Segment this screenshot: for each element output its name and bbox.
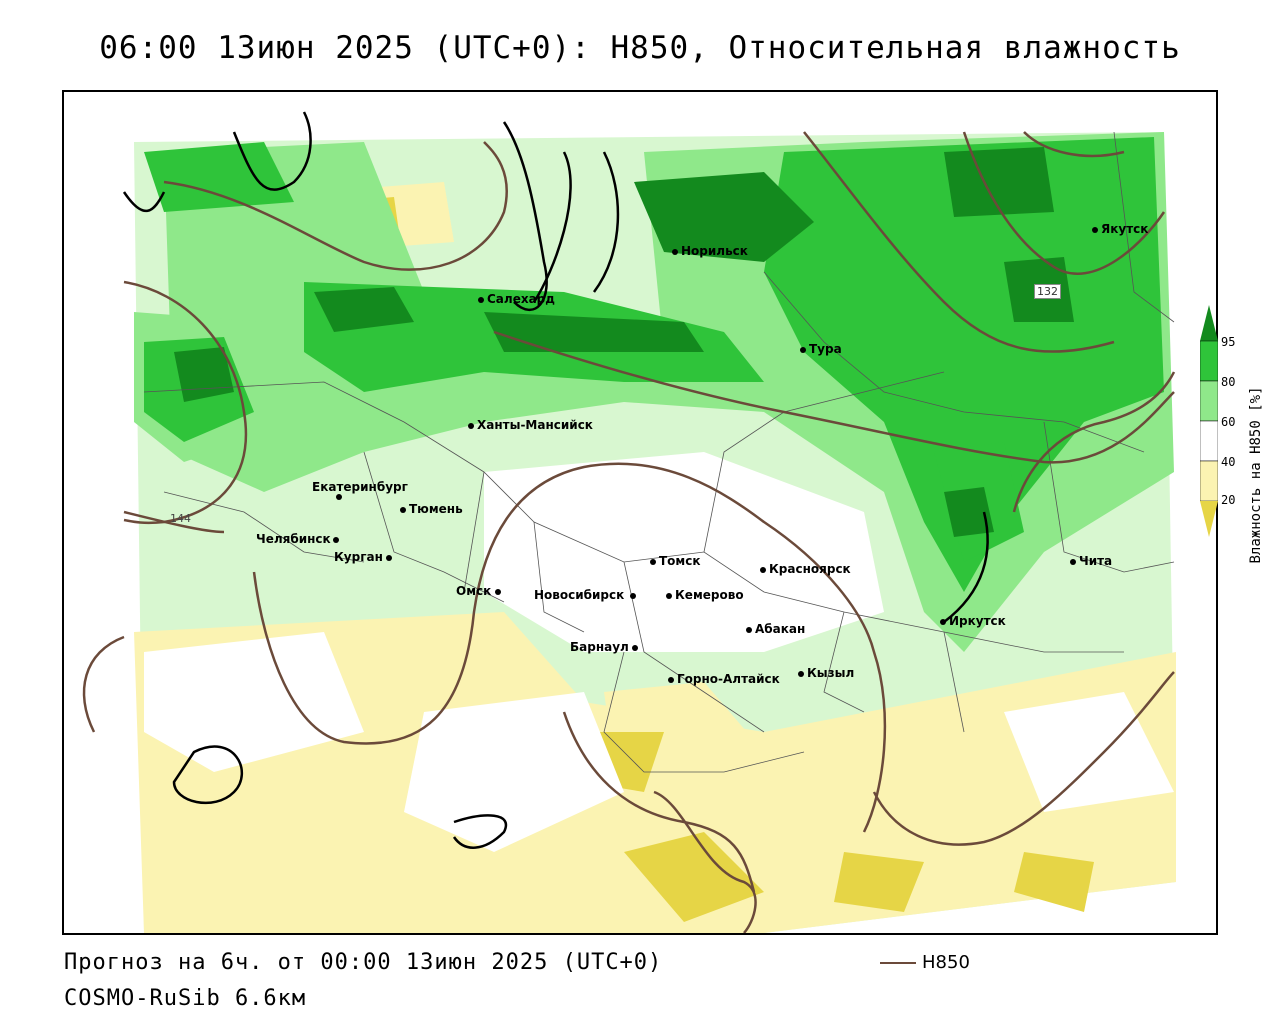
contour-legend: H850 xyxy=(880,952,970,973)
humidity-colorbar xyxy=(1200,305,1218,537)
model-name: COSMO-RuSib 6.6км xyxy=(64,986,307,1011)
city-tyumen: Тюмень xyxy=(400,502,463,516)
city-gorno-altaysk: Горно-Алтайск xyxy=(668,672,780,686)
colorbar-bottom-arrow xyxy=(1200,501,1218,537)
city-irkutsk: Иркутск xyxy=(940,614,1006,628)
city-kurgan: Курган xyxy=(334,550,395,564)
contour-label: 144 xyxy=(170,512,191,525)
city-chita: Чита xyxy=(1070,554,1112,568)
colorbar-title: Влажность на H850 [%] xyxy=(1248,386,1264,564)
city-tomsk: Томск xyxy=(650,554,701,568)
colorbar-tick: 40 xyxy=(1221,455,1236,469)
city-novosibirsk: Новосибирск xyxy=(534,588,639,602)
city-tura: Тура xyxy=(800,342,842,356)
city-abakan: Абакан xyxy=(746,622,805,636)
city-kemerovo: Кемерово xyxy=(666,588,744,602)
city-yakutsk: Якутск xyxy=(1092,222,1148,236)
contour-legend-label: H850 xyxy=(922,952,970,973)
colorbar-top-arrow xyxy=(1200,305,1218,341)
city-yekaterinburg: Екатеринбург xyxy=(312,480,408,500)
city-omsk: Омск xyxy=(456,584,504,598)
humidity-field xyxy=(64,92,1216,933)
map-title: 06:00 13июн 2025 (UTC+0): H850, Относите… xyxy=(99,30,1181,66)
colorbar-tick: 20 xyxy=(1221,493,1236,507)
city-khanty-mansiysk: Ханты-Мансийск xyxy=(468,418,593,432)
city-kyzyl: Кызыл xyxy=(798,666,854,680)
city-barnaul: Барнаул xyxy=(570,640,641,654)
colorbar-tick: 80 xyxy=(1221,375,1236,389)
forecast-info: Прогноз на 6ч. от 00:00 13июн 2025 (UTC+… xyxy=(64,950,663,975)
city-salekhard: Салехард xyxy=(478,292,555,306)
city-norilsk: Норильск xyxy=(672,244,748,258)
colorbar-tick: 95 xyxy=(1221,335,1236,349)
colorbar-tick: 60 xyxy=(1221,415,1236,429)
map-area: Норильск Якутск Салехард Тура Ханты-Манс… xyxy=(62,90,1218,935)
city-krasnoyarsk: Красноярск xyxy=(760,562,851,576)
contour-line-sample xyxy=(880,962,916,964)
contour-label: 132 xyxy=(1034,284,1061,299)
city-chelyabinsk: Челябинск xyxy=(256,532,342,546)
